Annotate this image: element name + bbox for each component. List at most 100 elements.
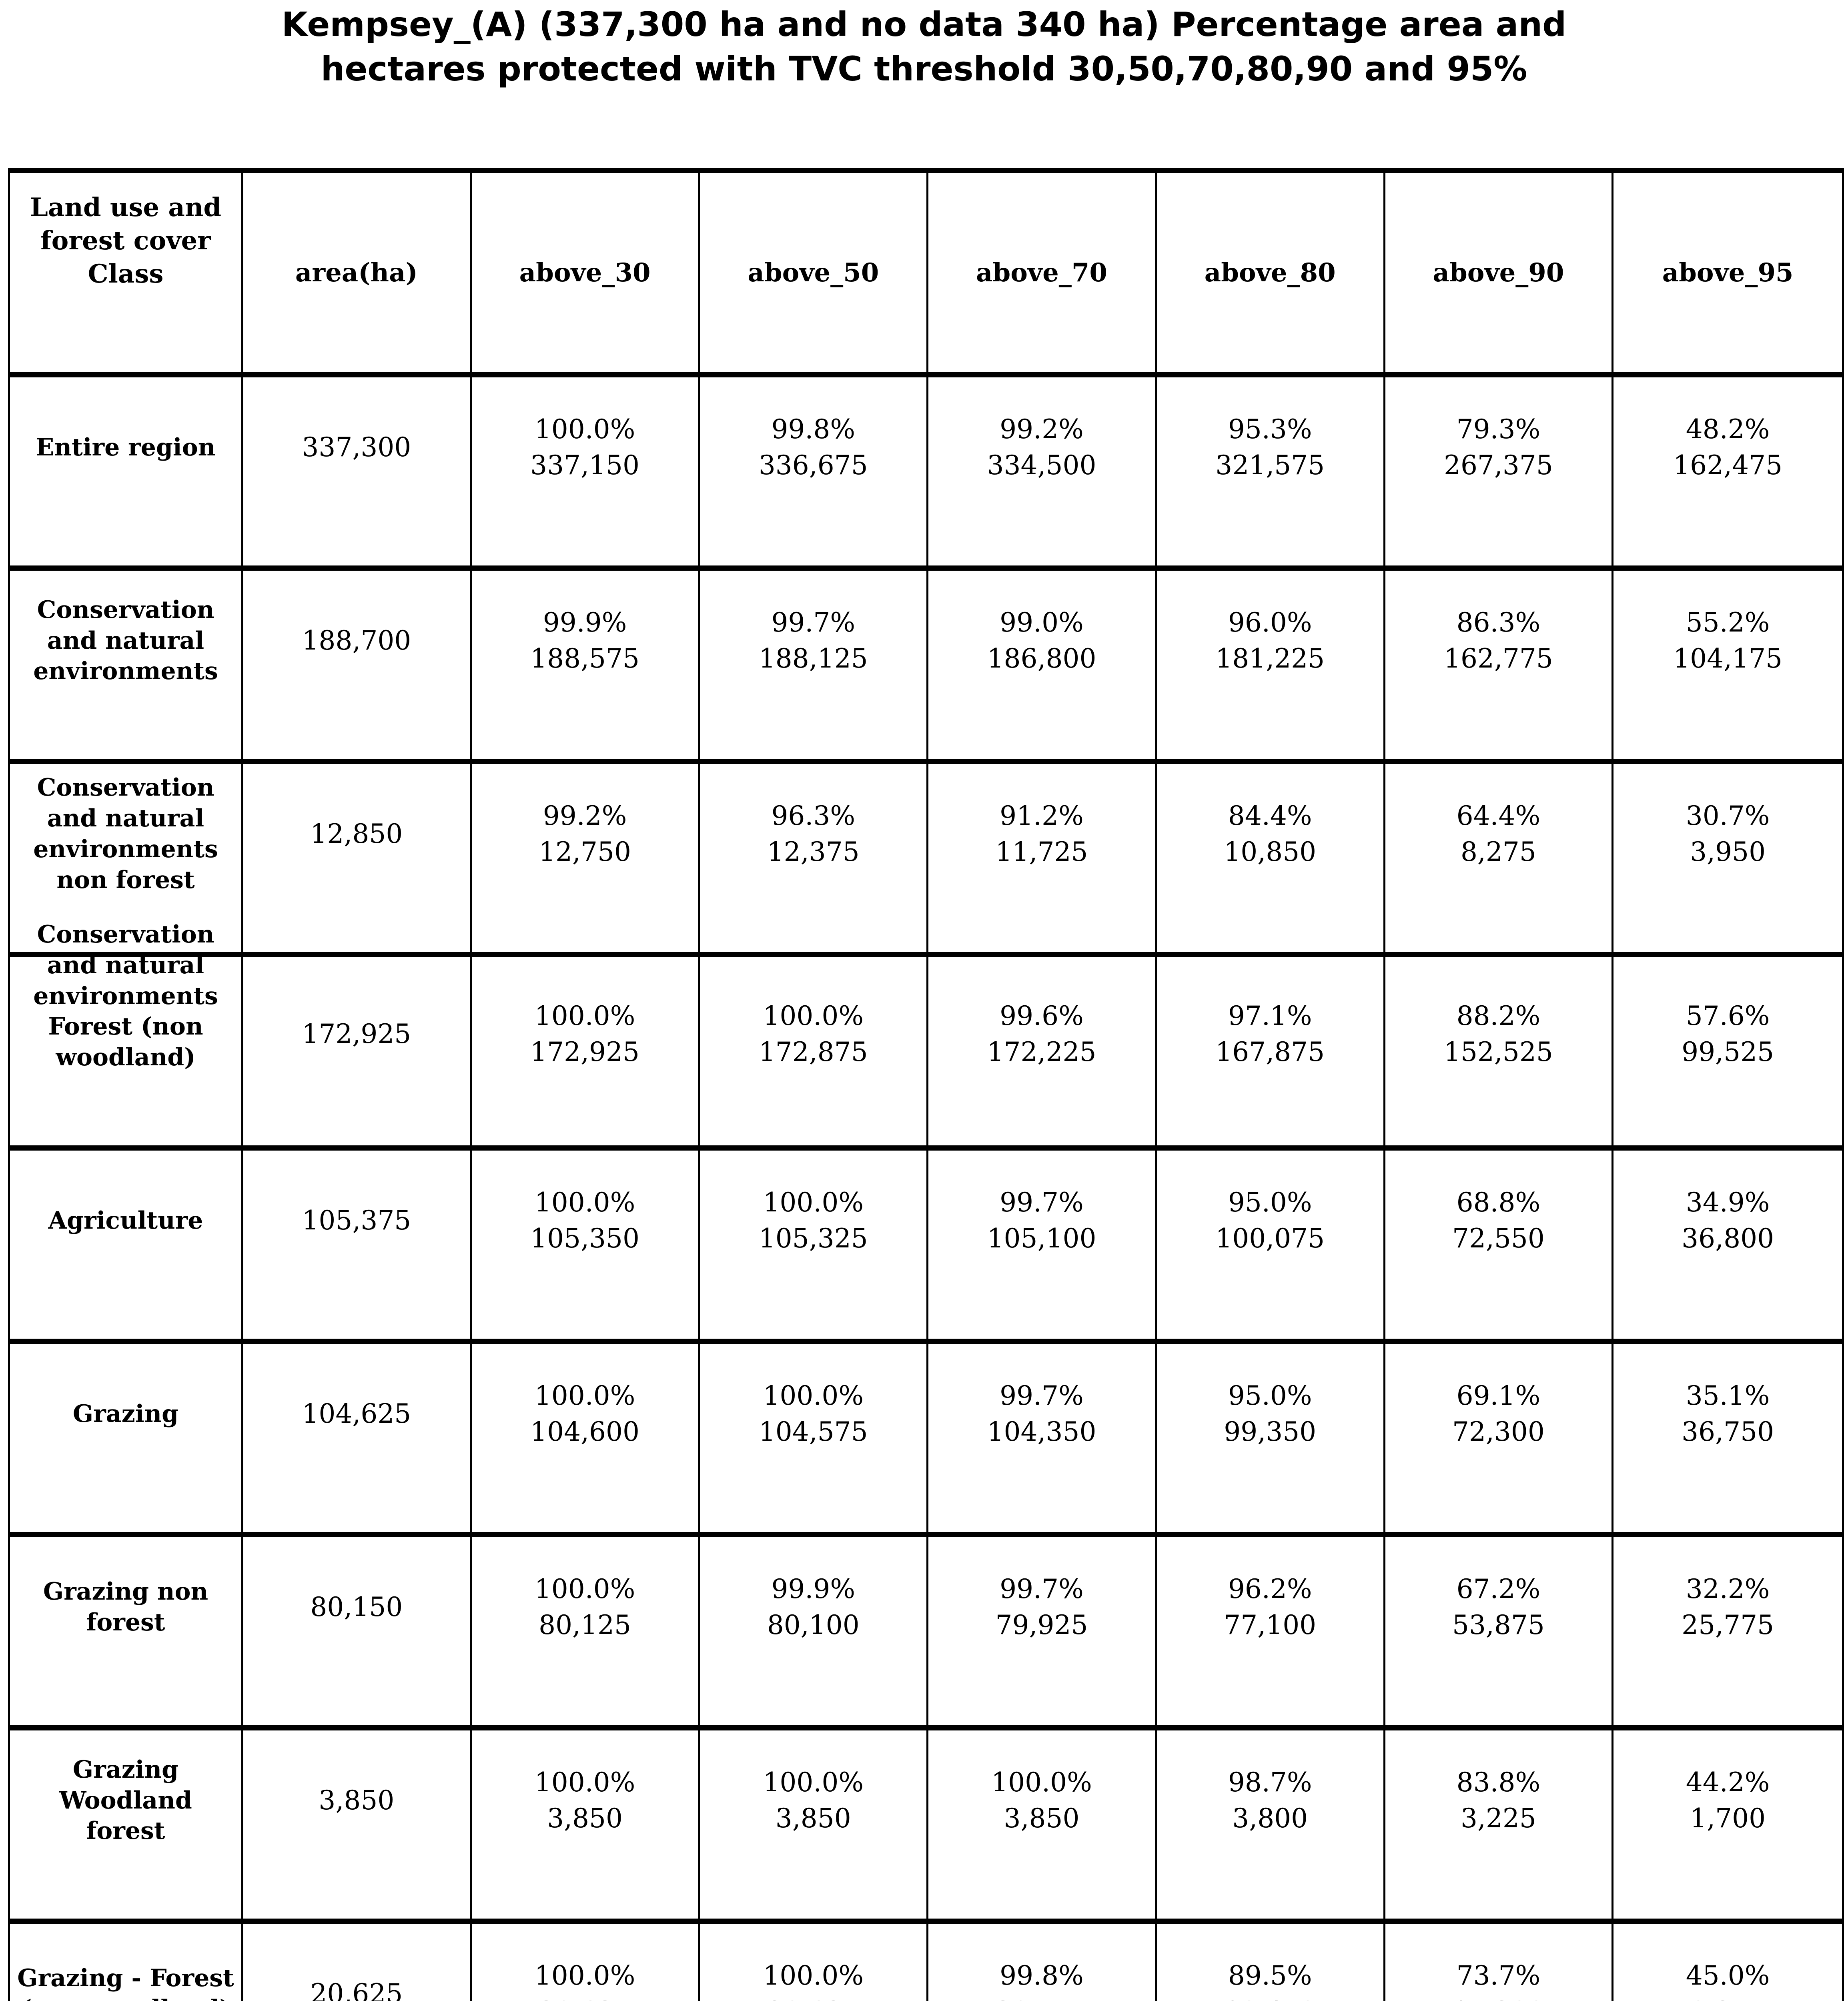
ha-value: 162,775 [1443, 643, 1553, 674]
ha-value: 100,075 [1215, 1223, 1325, 1254]
header-cell-3: above_50 [700, 173, 929, 372]
row-area-cell: 3,850 [243, 1730, 472, 1919]
value-cell: 89.5% 18,450 [1157, 1924, 1385, 2001]
ha-value: 20,625 [535, 1994, 635, 2001]
area-value: 104,625 [302, 1398, 411, 1429]
page-title: Kempsey_(A) (337,300 ha and no data 340 … [0, 2, 1848, 91]
header-cell-0: Land use and forest cover Class [10, 173, 243, 372]
area-value: 80,150 [310, 1591, 403, 1622]
area-value: 3,850 [319, 1784, 395, 1816]
row-label: Grazing Woodland forest [59, 1755, 192, 1845]
ha-value: 162,475 [1673, 450, 1783, 481]
pct-value: 30.7% [1686, 800, 1770, 832]
value-cell: 100.0% 3,850 [472, 1730, 700, 1919]
value-cell: 99.8% 336,675 [700, 377, 929, 565]
ha-value: 20,575 [996, 1994, 1088, 2001]
ha-value: 11,725 [995, 836, 1088, 867]
pct-value: 100.0% [763, 1767, 864, 1798]
ha-value: 172,875 [758, 1036, 868, 1067]
row-label: Agriculture [48, 1206, 203, 1235]
row-label-cell: Grazing - Forest (non woodland) [10, 1924, 243, 2001]
value-cell: 100.0% 20,625 [700, 1924, 929, 2001]
ha-value: 79,925 [995, 1610, 1088, 1640]
pct-value: 64.4% [1456, 800, 1541, 832]
value-cell: 100.0% 337,150 [472, 377, 700, 565]
header-cell-5: above_80 [1157, 173, 1385, 372]
table-row: Grazing 104,625 100.0% 104,600 100.0% 104,575… [10, 1344, 1842, 1537]
table-row: Grazing non forest 80,150 100.0% 80,125 99.9… [10, 1537, 1842, 1730]
ha-value: 9,275 [1686, 1994, 1770, 2001]
pct-value: 96.0% [1228, 607, 1312, 638]
pct-value: 99.8% [771, 414, 856, 445]
header-cell-6: above_90 [1385, 173, 1614, 372]
value-cell: 100.0% 104,600 [472, 1344, 700, 1532]
ha-value: 36,800 [1682, 1223, 1774, 1254]
ha-value: 80,125 [539, 1610, 631, 1640]
page-title-line2: hectares protected with TVC threshold 30… [321, 49, 1527, 88]
ha-value: 152,525 [1443, 1036, 1553, 1067]
value-cell: 95.3% 321,575 [1157, 377, 1385, 565]
pct-value: 100.0% [763, 1960, 864, 1991]
data-table: Land use and forest cover Class area(ha) a… [8, 168, 1844, 2001]
value-cell: 30.7% 3,950 [1613, 764, 1842, 952]
row-label-cell: Conservation and natural environments no… [10, 764, 243, 952]
table-row: Grazing Woodland forest 3,850 100.0% 3,850 1… [10, 1730, 1842, 1924]
header-label: area(ha) [295, 257, 418, 288]
value-cell: 100.0% 3,850 [928, 1730, 1157, 1919]
header-label: above_30 [519, 257, 651, 288]
pct-value: 99.7% [771, 607, 856, 638]
ha-value: 99,350 [1224, 1416, 1317, 1447]
pct-value: 100.0% [534, 1380, 635, 1412]
value-cell: 96.0% 181,225 [1157, 571, 1385, 759]
pct-value: 100.0% [763, 1187, 864, 1218]
value-cell: 100.0% 105,350 [472, 1151, 700, 1339]
ha-value: 99,525 [1682, 1036, 1774, 1067]
area-value: 172,925 [302, 1018, 411, 1049]
pct-value: 48.2% [1686, 414, 1770, 445]
pct-value: 99.2% [543, 800, 627, 832]
value-cell: 99.7% 104,350 [928, 1344, 1157, 1532]
ha-value: 72,550 [1452, 1223, 1545, 1254]
row-label: Conservation and natural environments [33, 595, 218, 686]
pct-value: 45.0% [1686, 1960, 1770, 1991]
pct-value: 99.2% [1000, 414, 1084, 445]
pct-value: 99.7% [1000, 1574, 1084, 1605]
value-cell: 64.4% 8,275 [1385, 764, 1614, 952]
page-title-line1: Kempsey_(A) (337,300 ha and no data 340 … [281, 5, 1567, 44]
value-cell: 100.0% 3,850 [700, 1730, 929, 1919]
ha-value: 105,325 [758, 1223, 868, 1254]
pct-value: 100.0% [534, 1960, 635, 1991]
ha-value: 105,350 [530, 1223, 640, 1254]
ha-value: 1,700 [1690, 1803, 1766, 1834]
header-label: above_90 [1433, 257, 1564, 288]
ha-value: 267,375 [1443, 450, 1553, 481]
value-cell: 79.3% 267,375 [1385, 377, 1614, 565]
pct-value: 99.7% [1000, 1187, 1084, 1218]
header-label: above_80 [1204, 257, 1336, 288]
pct-value: 99.6% [1000, 1000, 1084, 1032]
table-row: Conservation and natural environments no… [10, 764, 1842, 957]
header-label: above_70 [976, 257, 1107, 288]
ha-value: 15,200 [1452, 1994, 1545, 2001]
pct-value: 95.0% [1228, 1380, 1312, 1412]
row-area-cell: 12,850 [243, 764, 472, 952]
pct-value: 32.2% [1686, 1574, 1770, 1605]
ha-value: 188,575 [530, 643, 640, 674]
row-area-cell: 20,625 [243, 1924, 472, 2001]
header-cell-1: area(ha) [243, 173, 472, 372]
value-cell: 84.4% 10,850 [1157, 764, 1385, 952]
ha-value: 53,875 [1452, 1610, 1545, 1640]
row-label-cell: Conservation and natural environments [10, 571, 243, 759]
area-value: 188,700 [302, 625, 411, 656]
value-cell: 99.9% 80,100 [700, 1537, 929, 1725]
value-cell: 68.8% 72,550 [1385, 1151, 1614, 1339]
value-cell: 34.9% 36,800 [1613, 1151, 1842, 1339]
value-cell: 99.6% 172,225 [928, 957, 1157, 1159]
ha-value: 181,225 [1215, 643, 1325, 674]
pct-value: 96.2% [1228, 1574, 1312, 1605]
ha-value: 12,750 [539, 836, 631, 867]
header-cell-4: above_70 [928, 173, 1157, 372]
pct-value: 99.9% [771, 1574, 856, 1605]
pct-value: 99.8% [1000, 1960, 1084, 1991]
ha-value: 77,100 [1224, 1610, 1317, 1640]
